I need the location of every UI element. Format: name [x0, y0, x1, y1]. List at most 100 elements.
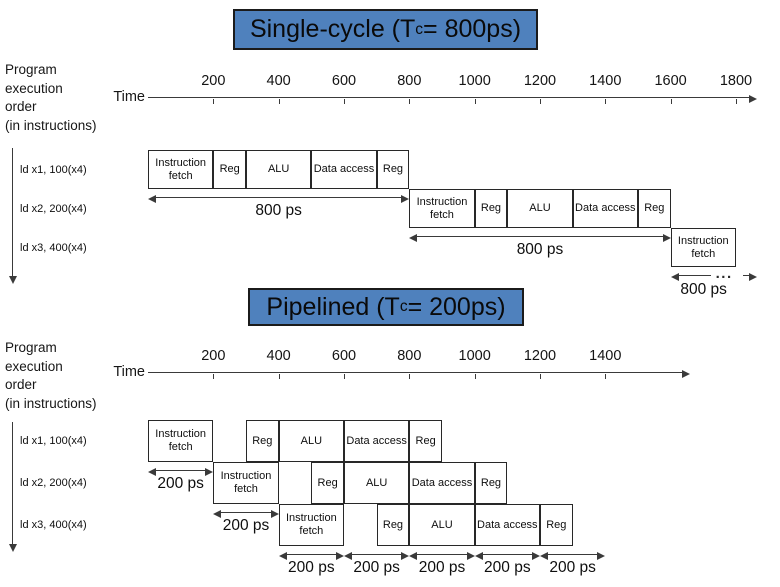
axis-tick-label: 1000	[458, 348, 491, 364]
axis-tick	[213, 373, 215, 379]
axis-tick-label: 200	[201, 348, 226, 364]
duration-label: 200 ps	[353, 559, 400, 576]
stage-box: ALU	[507, 189, 573, 228]
instruction-label: ld x2, 200(x4)	[20, 202, 87, 215]
arrowhead-right-icon	[662, 233, 671, 242]
header-line: execution	[5, 80, 63, 96]
duration-arrow-line	[350, 554, 403, 555]
time-axis-label: Time	[113, 364, 145, 380]
program-order-arrow	[12, 422, 13, 544]
stage-box: Data access	[311, 150, 377, 189]
duration-label: 800 ps	[516, 241, 564, 258]
program-order-header: Program execution order (in instructions…	[5, 339, 97, 413]
stage-box: Data access	[572, 189, 638, 228]
axis-tick	[343, 373, 345, 379]
duration-label: 800 ps	[255, 202, 302, 219]
duration-label: 200 ps	[157, 475, 204, 492]
axis-tick	[409, 373, 411, 379]
axis-tick-label: 400	[266, 348, 291, 364]
title-text: = 200ps)	[407, 292, 506, 321]
arrowhead-left-icon	[409, 551, 418, 560]
stage-box: Reg	[409, 420, 442, 462]
arrowhead-left-icon	[148, 194, 156, 203]
axis-tick-label: 1200	[523, 348, 557, 364]
stage-box: Instruction fetch	[148, 420, 214, 462]
stage-box: Instruction fetch	[148, 150, 214, 189]
title-text: Pipelined (T	[266, 292, 400, 321]
arrowhead-left-icon	[148, 467, 156, 476]
axis-tick-label: 600	[331, 73, 357, 89]
header-line: (in instructions)	[5, 117, 97, 133]
axis-tick-label: 1600	[654, 73, 687, 89]
stage-box: ALU	[409, 504, 475, 546]
axis-tick	[409, 98, 411, 104]
stage-box: Instruction fetch	[278, 504, 344, 546]
title-text: Single-cycle (T	[249, 15, 416, 43]
axis-tick-label: 1200	[523, 73, 557, 89]
duration-label: 800 ps	[680, 281, 727, 298]
duration-arrow-line	[677, 275, 711, 276]
stage-box: Data access	[409, 462, 475, 504]
header-line: execution	[5, 358, 63, 374]
header-line: Program	[5, 62, 57, 77]
axis-tick	[605, 98, 607, 104]
arrowhead-left-icon	[670, 272, 679, 281]
time-axis-label: Time	[113, 89, 145, 105]
axis-tick	[605, 373, 607, 379]
arrowhead-left-icon	[278, 551, 287, 560]
instruction-label: ld x3, 400(x4)	[20, 241, 87, 254]
duration-arrow-line	[546, 554, 599, 555]
arrowhead-right-icon	[748, 272, 757, 281]
stage-box: Reg	[474, 189, 508, 228]
axis-tick-label: 400	[266, 73, 291, 89]
axis-tick	[213, 98, 215, 104]
arrowhead-left-icon	[213, 509, 222, 518]
header-line: (in instructions)	[5, 395, 97, 411]
header-line: order	[5, 99, 37, 114]
stage-box: Data access	[343, 420, 410, 462]
axis-tick	[670, 98, 672, 104]
duration-label: 200 ps	[484, 559, 531, 576]
duration-arrow-line	[155, 197, 403, 198]
instruction-label: ld x3, 400(x4)	[20, 519, 87, 531]
header-line: Program	[5, 340, 57, 355]
duration-arrow-line	[155, 470, 207, 471]
single-cycle-title: Single-cycle (T c = 800ps)	[233, 9, 538, 50]
arrowhead-right-icon	[205, 467, 214, 476]
title-text: = 800ps)	[423, 15, 522, 43]
duration-arrow-line	[285, 554, 337, 555]
axis-tick-label: 1000	[458, 73, 491, 89]
header-line: order	[5, 377, 37, 392]
arrowhead-right-icon	[335, 551, 344, 560]
arrowhead-right-icon	[466, 551, 475, 560]
axis-tick-label: 200	[201, 73, 226, 89]
stage-box: Reg	[213, 150, 246, 189]
stage-box: Reg	[376, 504, 410, 546]
stage-box: Reg	[539, 504, 573, 546]
axis-tick-label: 1800	[719, 73, 753, 89]
continuation-dots: ...	[715, 265, 733, 282]
axis-tick-label: 1400	[589, 348, 622, 364]
duration-label: 200 ps	[288, 559, 335, 576]
duration-label: 200 ps	[549, 559, 596, 576]
program-order-header: Program execution order (in instructions…	[5, 61, 97, 135]
time-axis-line	[148, 97, 749, 98]
time-axis-line	[148, 372, 682, 373]
duration-label: 200 ps	[418, 559, 466, 576]
duration-label: 200 ps	[222, 517, 270, 534]
arrowhead-down-icon	[8, 276, 17, 284]
stage-box: Data access	[474, 504, 540, 546]
arrowhead-right-icon	[270, 509, 279, 518]
axis-tick-label: 800	[397, 73, 422, 89]
stage-box: ALU	[278, 420, 344, 462]
axis-tick	[278, 98, 280, 104]
stage-box: Reg	[637, 189, 671, 228]
axis-tick-label: 600	[331, 348, 357, 364]
axis-tick-label: 1400	[589, 73, 622, 89]
instruction-label: ld x1, 100(x4)	[20, 163, 87, 176]
axis-tick	[343, 98, 345, 104]
stage-box: Instruction fetch	[213, 462, 279, 504]
stage-box: Reg	[311, 462, 344, 504]
stage-box: Instruction fetch	[409, 189, 475, 228]
